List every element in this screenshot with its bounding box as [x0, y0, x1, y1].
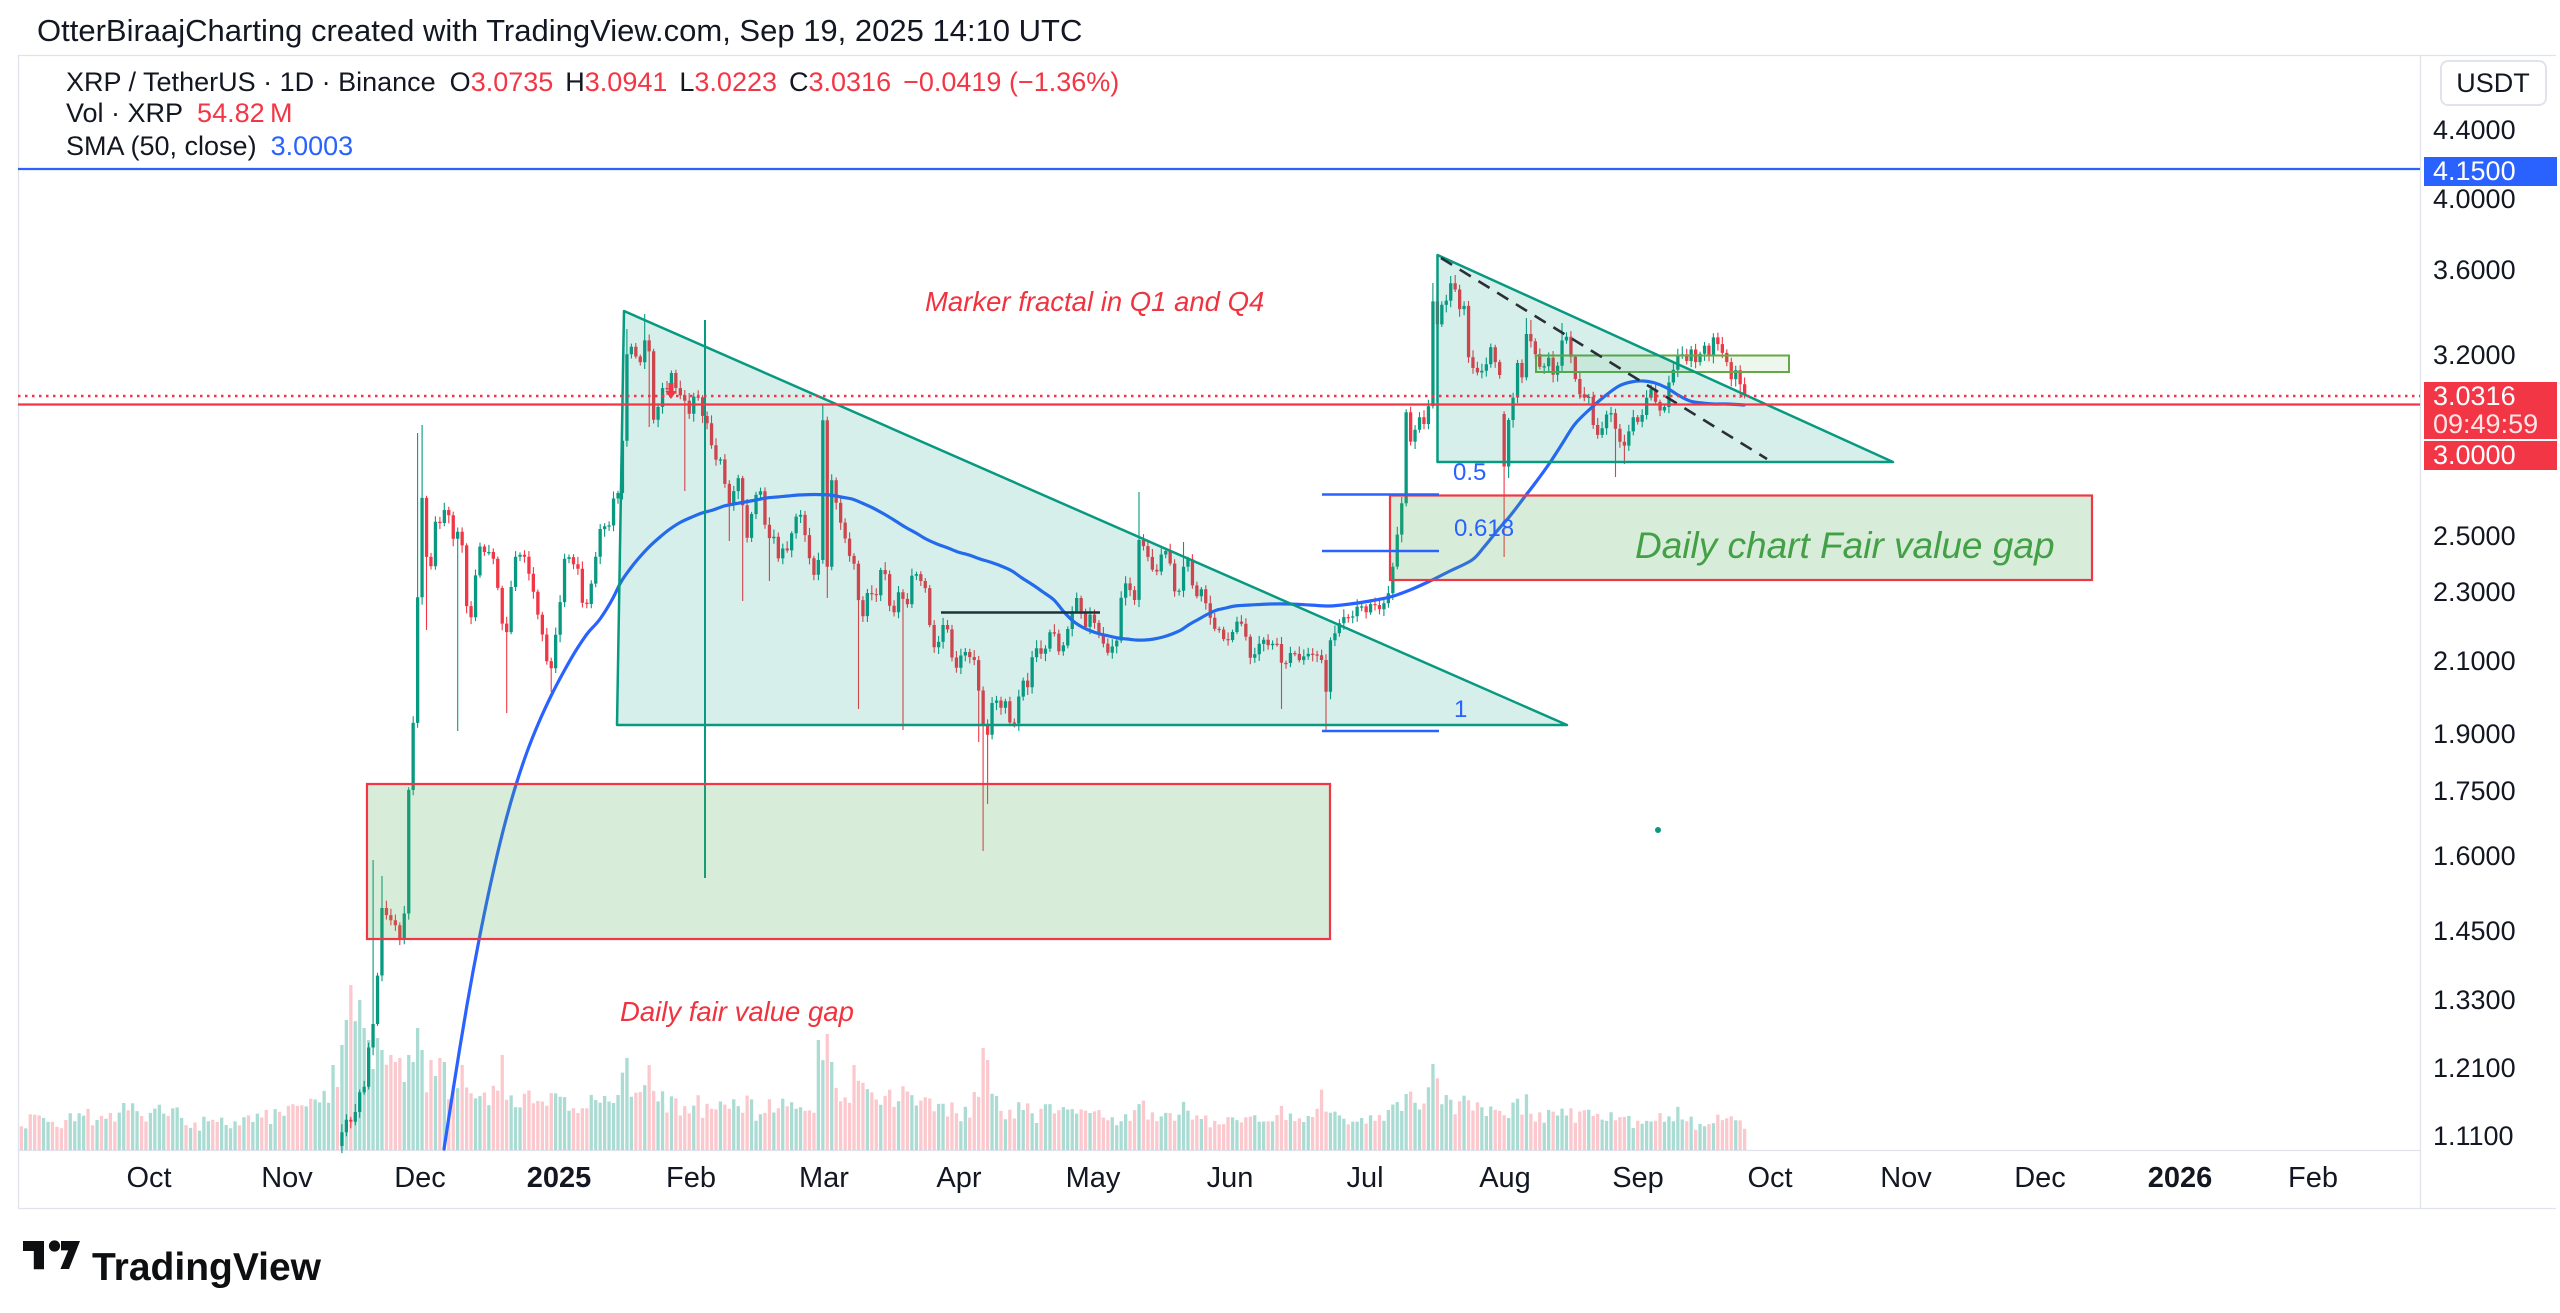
svg-text:2.1000: 2.1000 [2433, 646, 2516, 676]
svg-text:Jul: Jul [1346, 1162, 1383, 1194]
svg-text:USDT: USDT [2456, 68, 2530, 98]
svg-text:3.6000: 3.6000 [2433, 255, 2516, 285]
svg-text:3.0316: 3.0316 [2433, 381, 2516, 411]
svg-text:4.4000: 4.4000 [2433, 115, 2516, 145]
svg-text:Jun: Jun [1207, 1162, 1254, 1194]
svg-text:Apr: Apr [936, 1162, 981, 1194]
svg-text:Nov: Nov [261, 1162, 313, 1194]
svg-text:0.5: 0.5 [1453, 459, 1486, 486]
svg-text:1.3300: 1.3300 [2433, 985, 2516, 1015]
svg-text:2.3000: 2.3000 [2433, 577, 2516, 607]
svg-text:09:49:59: 09:49:59 [2433, 409, 2538, 439]
svg-text:Daily chart Fair value gap: Daily chart Fair value gap [1635, 525, 2055, 566]
svg-text:1.7500: 1.7500 [2433, 776, 2516, 806]
svg-text:Aug: Aug [1479, 1162, 1531, 1194]
svg-text:1.1100: 1.1100 [2433, 1121, 2514, 1151]
svg-text:4.1500: 4.1500 [2433, 156, 2516, 186]
svg-text:Daily fair value gap: Daily fair value gap [620, 996, 854, 1027]
svg-text:1.2100: 1.2100 [2433, 1053, 2516, 1083]
svg-text:0.618: 0.618 [1454, 515, 1514, 542]
svg-text:1.4500: 1.4500 [2433, 916, 2516, 946]
svg-text:May: May [1066, 1162, 1121, 1194]
svg-text:3.2000: 3.2000 [2433, 340, 2516, 370]
svg-text:2025: 2025 [527, 1162, 592, 1194]
svg-text:Oct: Oct [126, 1162, 171, 1194]
svg-text:1.6000: 1.6000 [2433, 841, 2516, 871]
svg-text:Mar: Mar [799, 1162, 849, 1194]
svg-text:1.9000: 1.9000 [2433, 719, 2516, 749]
svg-text:Nov: Nov [1880, 1162, 1932, 1194]
svg-text:2026: 2026 [2148, 1162, 2213, 1194]
svg-text:Oct: Oct [1747, 1162, 1792, 1194]
svg-text:4.0000: 4.0000 [2433, 184, 2516, 214]
svg-text:Dec: Dec [394, 1162, 446, 1194]
svg-text:Dec: Dec [2014, 1162, 2066, 1194]
svg-text:3.0000: 3.0000 [2433, 440, 2516, 470]
svg-text:OtterBiraajCharting created wi: OtterBiraajCharting created with Trading… [37, 13, 1082, 48]
svg-text:2.5000: 2.5000 [2433, 521, 2516, 551]
svg-text:SMA (50, close)3.0003: SMA (50, close) 3.0003 [66, 131, 353, 161]
svg-text:Marker fractal in Q1 and Q4: Marker fractal in Q1 and Q4 [925, 286, 1264, 317]
svg-text:1: 1 [1454, 696, 1467, 723]
svg-text:TradingView: TradingView [92, 1246, 322, 1289]
svg-text:Feb: Feb [666, 1162, 716, 1194]
svg-text:Feb: Feb [2288, 1162, 2338, 1194]
svg-text:Sep: Sep [1612, 1162, 1664, 1194]
